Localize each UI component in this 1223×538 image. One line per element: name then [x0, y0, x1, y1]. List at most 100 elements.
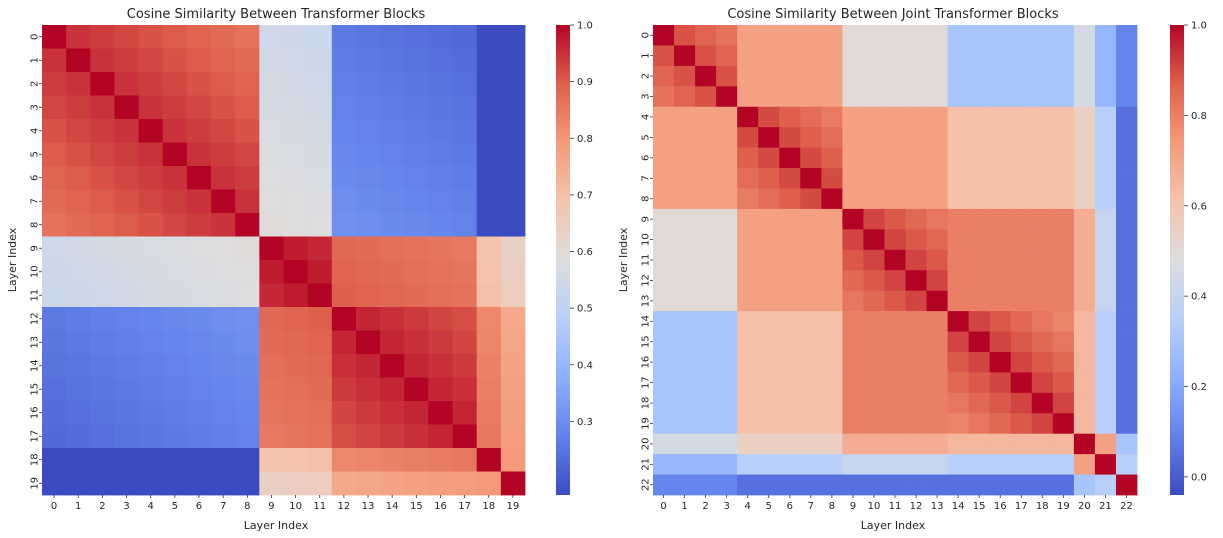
heatmap-cell: [653, 65, 675, 87]
heatmap-cell: [307, 424, 333, 449]
heatmap-cell: [1115, 86, 1138, 108]
heatmap-cell: [737, 168, 759, 189]
heatmap-cell: [863, 25, 885, 46]
heatmap-cell: [653, 331, 675, 353]
x-tick-label: 2: [702, 501, 708, 512]
heatmap-cell: [1052, 25, 1075, 46]
heatmap-cell: [884, 188, 906, 210]
heatmap-cell: [947, 86, 970, 108]
x-tick-label: 8: [244, 501, 250, 512]
heatmap-cell: [259, 213, 284, 237]
heatmap-cell: [331, 236, 357, 261]
heatmap-cell: [821, 454, 843, 475]
heatmap-cell: [235, 424, 260, 449]
heatmap-cell: [404, 236, 429, 261]
heatmap-cell: [674, 25, 696, 46]
heatmap-cell: [1010, 208, 1033, 230]
heatmap-cell: [66, 354, 91, 378]
heatmap-cell: [989, 45, 1012, 67]
heatmap-cell: [968, 147, 991, 169]
heatmap-cell: [90, 72, 115, 96]
heatmap-cell: [1094, 25, 1117, 46]
heatmap-cell: [989, 249, 1012, 271]
colorbar-tick-label: 0.2: [1191, 382, 1207, 393]
heatmap-cell: [821, 433, 843, 455]
heatmap-cell: [355, 448, 381, 472]
heatmap-cell: [1052, 229, 1075, 251]
heatmap-cell: [428, 95, 453, 120]
heatmap-cell: [211, 260, 236, 284]
heatmap-cell: [90, 471, 115, 496]
heatmap-cell: [758, 45, 780, 67]
heatmap-cell: [842, 474, 864, 496]
heatmap-cell: [211, 119, 236, 143]
heatmap-cell: [90, 213, 115, 237]
heatmap-cell: [331, 260, 357, 284]
heatmap-cell: [162, 142, 188, 167]
heatmap-cell: [114, 354, 139, 378]
heatmap-cell: [283, 330, 309, 355]
heatmap-cell: [211, 72, 236, 96]
heatmap-cell: [235, 330, 260, 355]
heatmap-cell: [737, 433, 759, 455]
heatmap-cell: [884, 372, 906, 394]
heatmap-cell: [800, 413, 822, 435]
heatmap-cell: [968, 433, 991, 455]
heatmap-cell: [947, 392, 970, 414]
heatmap-cell: [968, 229, 991, 251]
heatmap-cell: [476, 424, 502, 449]
heatmap-cell: [989, 433, 1012, 455]
y-tick-label: 2: [30, 81, 41, 87]
heatmap-cell: [926, 331, 949, 353]
heatmap-cell: [66, 401, 91, 425]
heatmap-cell: [842, 86, 864, 108]
colorbar-tick-label: 0.5: [577, 304, 593, 315]
heatmap-cell: [926, 45, 949, 67]
heatmap-cell: [1031, 331, 1054, 353]
heatmap-cell: [884, 168, 906, 189]
heatmap-cell: [842, 270, 864, 292]
heatmap-cell: [186, 471, 212, 496]
heatmap-cell: [926, 270, 949, 292]
heatmap-cell: [926, 454, 949, 475]
heatmap-cell: [1115, 188, 1138, 210]
heatmap-cell: [695, 208, 717, 230]
heatmap-cell: [653, 311, 675, 332]
heatmap-cell: [90, 166, 115, 190]
heatmap-cell: [779, 86, 801, 108]
heatmap-cell: [428, 330, 453, 355]
heatmap-cell: [800, 474, 822, 496]
heatmap-cell: [138, 330, 164, 355]
y-tick-label: 13: [30, 336, 41, 349]
heatmap-cell: [884, 392, 906, 414]
heatmap-cell: [66, 48, 91, 73]
heatmap-cell: [283, 424, 309, 449]
heatmap-cell: [800, 351, 822, 373]
heatmap-cell: [1115, 311, 1138, 332]
colorbar-right: 0.0 0.2 0.4 0.6 0.8 1.0: [1170, 21, 1207, 495]
heatmap-cell: [947, 188, 970, 210]
x-tick-label: 9: [850, 501, 856, 512]
heatmap-cell: [307, 72, 333, 96]
heatmap-cell: [1073, 249, 1096, 271]
heatmap-cell: [1115, 25, 1138, 46]
heatmap-cell: [355, 142, 381, 167]
y-axis-label-left: Layer Index: [6, 227, 19, 292]
heatmap-cell: [695, 433, 717, 455]
colorbar-tick-label: 1.0: [1191, 21, 1207, 32]
heatmap-cell: [186, 213, 212, 237]
heatmap-cell: [355, 354, 381, 378]
chart-title-left: Cosine Similarity Between Transformer Bl…: [127, 7, 426, 22]
heatmap-cell: [716, 454, 738, 475]
y-tick-label: 4: [30, 128, 41, 134]
heatmap-cell: [114, 307, 139, 331]
heatmap-cell: [452, 72, 478, 96]
heatmap-cell: [1010, 249, 1033, 271]
heatmap-cell: [162, 471, 188, 496]
x-tick-label: 18: [1036, 501, 1049, 512]
heatmap-cell: [863, 433, 885, 455]
heatmap-cell: [947, 372, 970, 394]
heatmap-cell: [355, 25, 381, 49]
